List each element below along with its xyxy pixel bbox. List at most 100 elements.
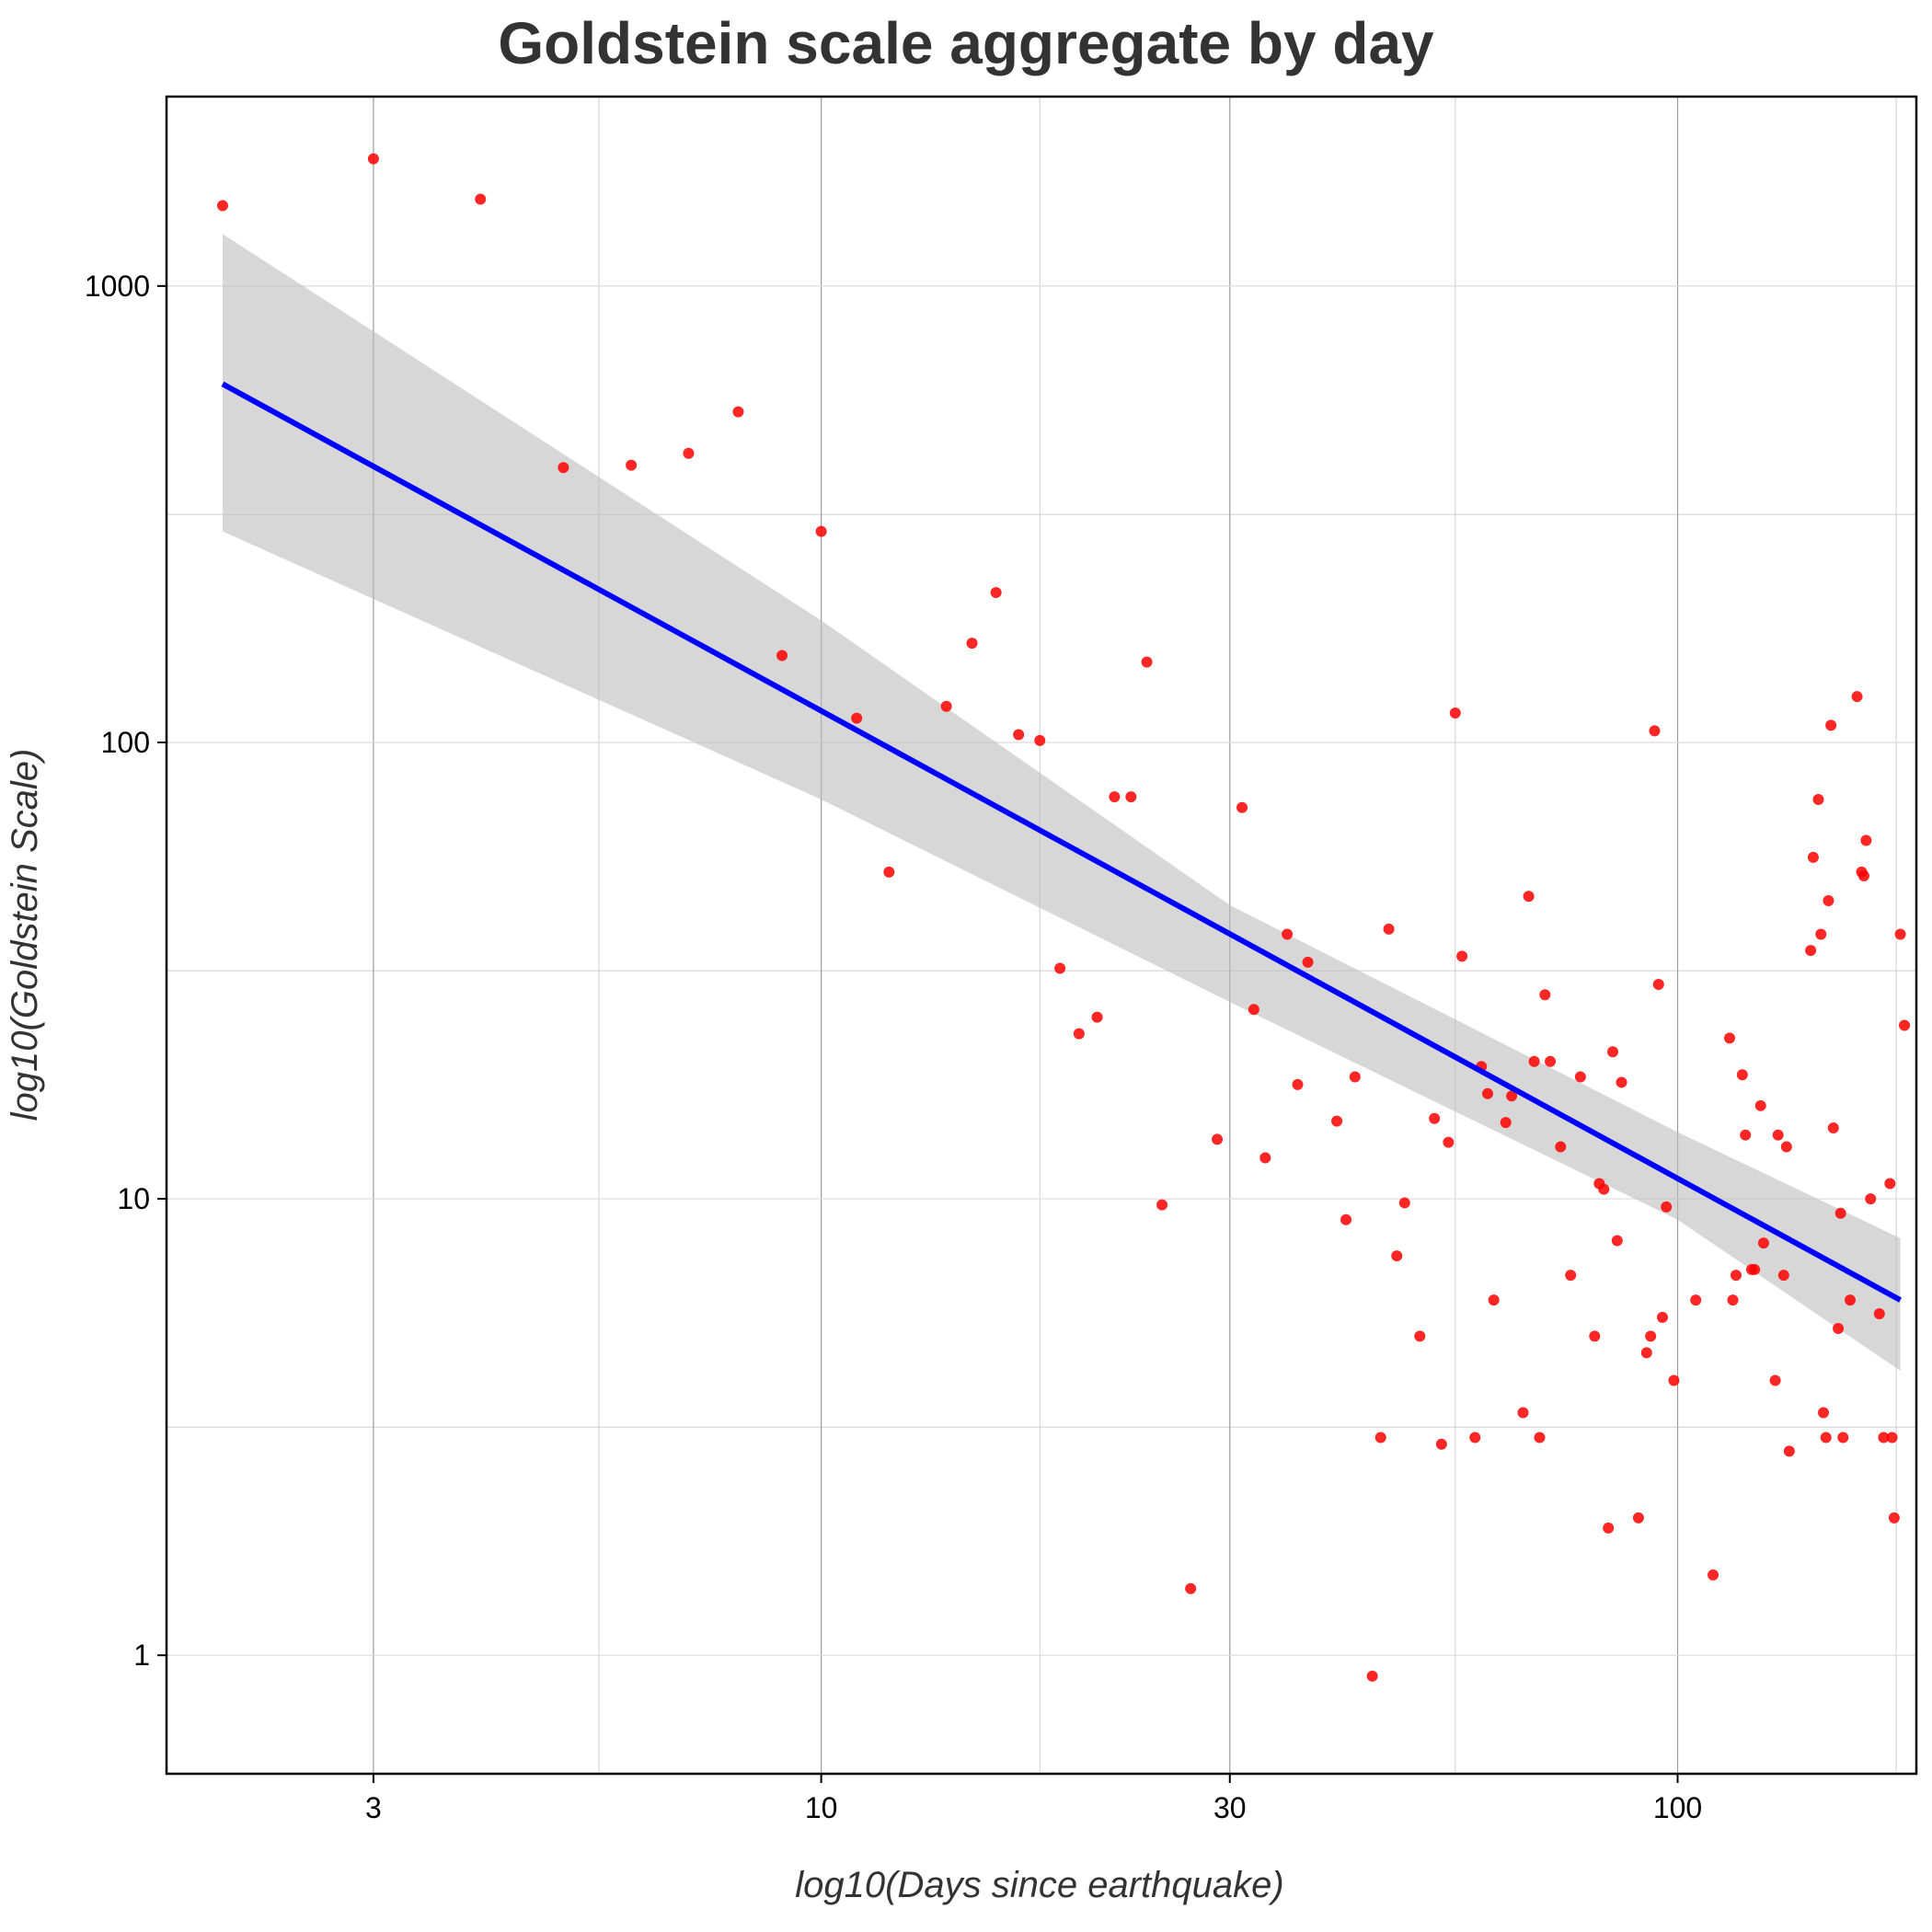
data-point bbox=[1331, 1115, 1343, 1127]
data-point bbox=[1013, 729, 1025, 741]
data-point bbox=[1555, 1141, 1567, 1153]
data-point bbox=[1865, 1193, 1877, 1205]
data-point bbox=[1611, 1235, 1623, 1247]
data-point bbox=[1690, 1294, 1702, 1306]
data-point bbox=[1668, 1374, 1680, 1386]
data-point bbox=[1282, 928, 1294, 940]
data-point bbox=[1523, 891, 1535, 903]
x-axis-title: log10(Days since earthquake) bbox=[795, 1865, 1283, 1905]
data-point bbox=[1598, 1183, 1610, 1195]
data-point bbox=[1302, 956, 1314, 968]
x-tick-label: 3 bbox=[365, 1791, 382, 1824]
data-point bbox=[1259, 1152, 1271, 1164]
data-point bbox=[1769, 1374, 1781, 1386]
data-point bbox=[1837, 1432, 1849, 1443]
chart-title: Goldstein scale aggregate by day bbox=[498, 10, 1434, 76]
data-point bbox=[1517, 1407, 1529, 1419]
data-point bbox=[1652, 979, 1664, 991]
data-point bbox=[1736, 1069, 1748, 1081]
data-point bbox=[1565, 1270, 1577, 1282]
data-point bbox=[1783, 1445, 1795, 1457]
data-point bbox=[1823, 895, 1834, 907]
data-point bbox=[1340, 1213, 1352, 1225]
data-point bbox=[1632, 1512, 1644, 1524]
data-point bbox=[990, 587, 1002, 599]
data-point bbox=[1888, 1512, 1900, 1524]
data-point bbox=[1754, 1099, 1766, 1111]
data-point bbox=[1740, 1129, 1752, 1141]
data-point bbox=[626, 459, 638, 471]
x-tick-label: 30 bbox=[1213, 1791, 1247, 1824]
data-point bbox=[1349, 1071, 1361, 1083]
data-point bbox=[1185, 1582, 1197, 1594]
data-points bbox=[216, 153, 1911, 1682]
data-point bbox=[732, 406, 744, 418]
regression-line bbox=[221, 381, 1903, 1303]
data-point bbox=[1212, 1133, 1224, 1145]
data-point bbox=[1481, 1087, 1493, 1099]
data-point bbox=[216, 200, 228, 212]
data-point bbox=[1812, 793, 1824, 805]
data-point bbox=[1156, 1199, 1168, 1211]
data-point bbox=[1366, 1670, 1378, 1682]
data-point bbox=[1391, 1250, 1403, 1262]
data-point bbox=[1054, 962, 1066, 974]
data-point bbox=[1645, 1330, 1657, 1342]
data-point bbox=[1374, 1432, 1386, 1443]
data-point bbox=[1429, 1112, 1441, 1124]
data-point bbox=[1899, 1019, 1911, 1031]
data-point bbox=[1851, 691, 1863, 703]
data-point bbox=[1500, 1117, 1512, 1129]
data-point bbox=[1873, 1308, 1885, 1320]
data-point bbox=[1109, 791, 1121, 803]
y-tick-label: 10 bbox=[117, 1182, 150, 1215]
data-point bbox=[1640, 1347, 1652, 1359]
data-point bbox=[1488, 1294, 1500, 1306]
data-point bbox=[1807, 851, 1819, 863]
data-point bbox=[1724, 1032, 1736, 1044]
y-tick-label: 1 bbox=[133, 1639, 150, 1672]
data-point bbox=[1398, 1197, 1410, 1209]
data-point bbox=[1528, 1055, 1540, 1067]
data-point bbox=[1886, 1432, 1898, 1443]
data-point bbox=[1661, 1201, 1673, 1213]
data-point bbox=[1757, 1237, 1769, 1249]
data-point bbox=[1815, 928, 1827, 940]
data-point bbox=[1236, 801, 1248, 813]
x-tick-label: 100 bbox=[1653, 1791, 1702, 1824]
data-point bbox=[1749, 1263, 1761, 1275]
y-axis-title: log10(Goldstein Scale) bbox=[5, 749, 45, 1121]
data-point bbox=[1780, 1141, 1792, 1153]
data-point bbox=[1727, 1294, 1739, 1306]
data-point bbox=[1649, 725, 1661, 737]
data-point bbox=[1603, 1522, 1615, 1534]
data-point bbox=[367, 153, 379, 165]
data-point bbox=[1034, 734, 1046, 746]
data-point bbox=[1091, 1011, 1103, 1023]
data-point bbox=[1506, 1090, 1518, 1102]
data-point bbox=[815, 525, 827, 537]
data-point bbox=[1383, 923, 1395, 935]
data-point bbox=[1730, 1270, 1742, 1282]
data-point bbox=[1073, 1028, 1085, 1040]
data-point bbox=[1878, 1432, 1890, 1443]
data-point bbox=[1574, 1071, 1586, 1083]
data-point bbox=[1534, 1432, 1546, 1443]
data-point bbox=[1248, 1004, 1259, 1016]
data-point bbox=[1777, 1270, 1789, 1282]
data-point bbox=[1125, 791, 1137, 803]
data-point bbox=[1616, 1076, 1627, 1088]
data-point bbox=[1805, 945, 1817, 957]
data-point bbox=[1818, 1407, 1830, 1419]
data-point bbox=[475, 193, 487, 205]
data-point bbox=[1141, 656, 1153, 668]
data-point bbox=[1894, 928, 1906, 940]
data-point bbox=[1860, 834, 1872, 846]
data-point bbox=[1443, 1136, 1455, 1148]
data-point bbox=[1435, 1438, 1447, 1450]
data-point bbox=[558, 462, 569, 474]
fit-line bbox=[221, 381, 1903, 1303]
data-point bbox=[1820, 1432, 1832, 1443]
data-point bbox=[1589, 1330, 1601, 1342]
data-point bbox=[1469, 1432, 1481, 1443]
